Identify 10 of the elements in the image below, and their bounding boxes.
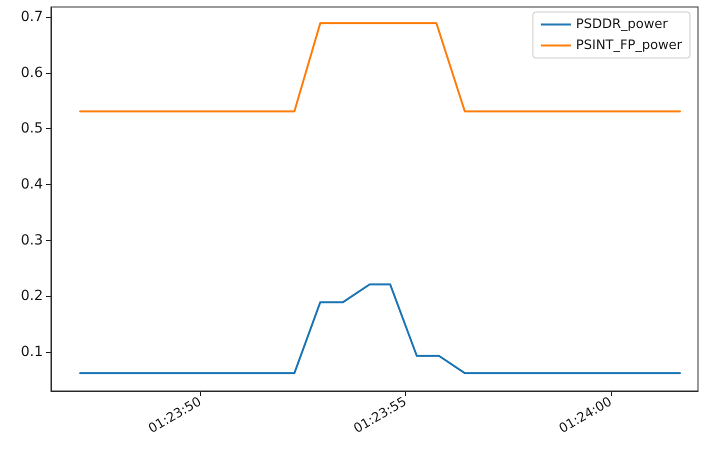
legend-label: PSDDR_power [576, 17, 668, 32]
y-tick-label: 0.3 [20, 232, 43, 248]
line-series [79, 283, 681, 374]
y-tick-label: 0.4 [20, 176, 44, 192]
y-tick-label: 0.7 [20, 9, 43, 26]
legend-label: PSINT_FP_power [576, 38, 683, 53]
y-tick-label: 0.5 [20, 120, 43, 137]
y-tick-label: 0.1 [20, 344, 43, 360]
y-tick-label: 0.6 [20, 64, 44, 81]
y-tick-label: 0.2 [20, 288, 43, 304]
